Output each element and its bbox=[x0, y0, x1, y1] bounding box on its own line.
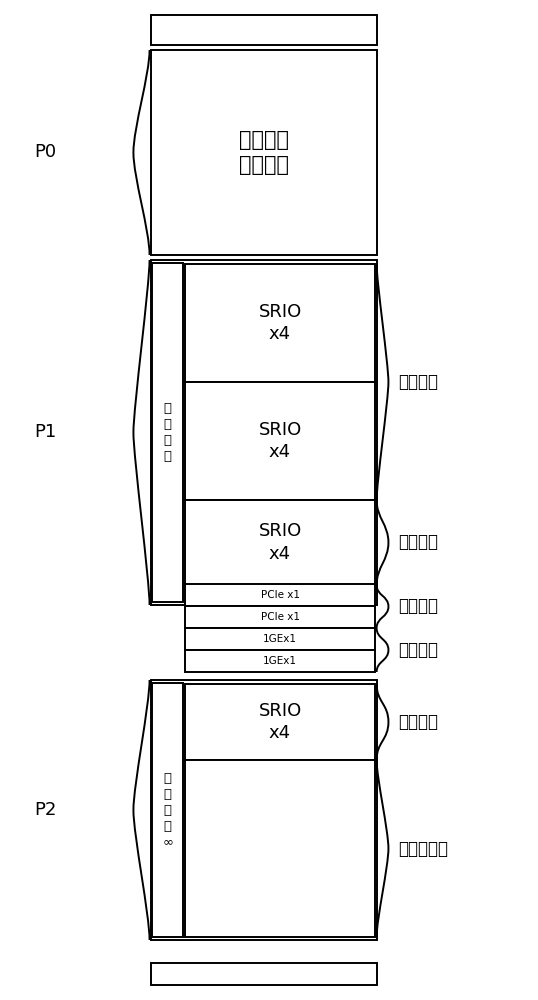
Text: 1GEx1: 1GEx1 bbox=[263, 656, 297, 666]
Text: 拓展平面: 拓展平面 bbox=[398, 713, 438, 731]
Text: SRIO
x4: SRIO x4 bbox=[258, 522, 302, 563]
Bar bbox=[152, 263, 183, 602]
Text: P0: P0 bbox=[34, 143, 57, 161]
Bar bbox=[185, 760, 375, 937]
Bar bbox=[185, 684, 375, 760]
Text: 控制平面: 控制平面 bbox=[398, 641, 438, 659]
Text: 数据平面: 数据平面 bbox=[398, 373, 438, 391]
Bar bbox=[151, 50, 377, 255]
Bar bbox=[185, 382, 375, 500]
Text: 拓展平面: 拓展平面 bbox=[398, 533, 438, 551]
Bar bbox=[151, 963, 377, 985]
Bar bbox=[151, 15, 377, 45]
Bar bbox=[185, 628, 375, 650]
Text: PCIe x1: PCIe x1 bbox=[260, 612, 300, 622]
Bar bbox=[185, 584, 375, 606]
Text: 数据平面: 数据平面 bbox=[398, 597, 438, 615]
Text: 单
端
信
号
∞: 单 端 信 号 ∞ bbox=[162, 772, 173, 848]
Bar bbox=[151, 680, 377, 940]
Bar bbox=[185, 500, 375, 585]
Text: PCIe x1: PCIe x1 bbox=[260, 590, 300, 600]
Text: P1: P1 bbox=[34, 423, 57, 441]
Bar bbox=[185, 264, 375, 382]
Bar bbox=[152, 683, 183, 937]
Text: 1GEx1: 1GEx1 bbox=[263, 634, 297, 644]
Text: SRIO
x4: SRIO x4 bbox=[258, 702, 302, 742]
Text: 用户自定义: 用户自定义 bbox=[398, 840, 448, 858]
Bar bbox=[185, 606, 375, 628]
Text: P2: P2 bbox=[34, 801, 57, 819]
Text: SRIO
x4: SRIO x4 bbox=[258, 421, 302, 461]
Text: SRIO
x4: SRIO x4 bbox=[258, 303, 302, 343]
Text: 电源供电
系统信号: 电源供电 系统信号 bbox=[239, 130, 288, 175]
Text: 系
统
信
号: 系 统 信 号 bbox=[164, 402, 172, 463]
Bar bbox=[185, 650, 375, 672]
Bar bbox=[151, 260, 377, 605]
